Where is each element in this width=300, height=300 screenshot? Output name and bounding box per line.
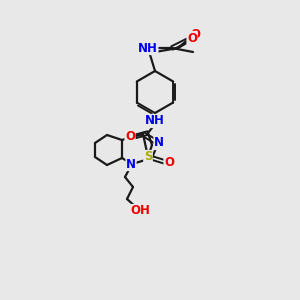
Text: O: O — [125, 130, 135, 143]
Text: NH: NH — [138, 41, 158, 55]
Text: N: N — [154, 136, 164, 149]
Text: S: S — [144, 151, 152, 164]
Text: O: O — [187, 32, 197, 44]
Text: OH: OH — [130, 205, 150, 218]
Text: O: O — [190, 28, 200, 41]
Text: NH: NH — [145, 115, 165, 128]
Text: O: O — [164, 155, 174, 169]
Text: N: N — [126, 158, 136, 170]
